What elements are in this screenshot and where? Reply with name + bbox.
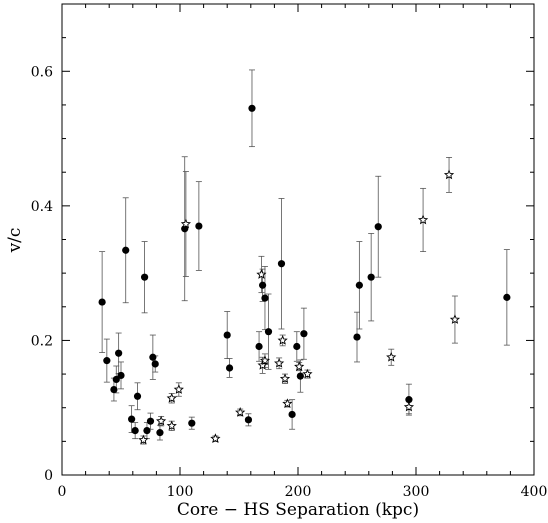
filled-circle-point: [264, 328, 273, 336]
filled-circle-point: [117, 371, 125, 380]
filled-circle-point: [151, 360, 159, 368]
open-star-point: [235, 407, 246, 417]
filled-circle-point: [223, 331, 231, 339]
filled-circle-point: [103, 357, 111, 365]
filled-circle-point: [188, 419, 196, 427]
open-star-point: [302, 368, 313, 379]
y-tick-label: 0.2: [31, 333, 53, 349]
filled-circle-point: [115, 349, 123, 357]
x-tick-label: 200: [285, 484, 312, 500]
open-star-point: [166, 420, 177, 431]
data-markers: [98, 104, 511, 445]
filled-circle-point: [143, 426, 151, 435]
open-star-point: [256, 269, 267, 279]
y-tick-label: 0.6: [31, 64, 53, 80]
filled-circle-point: [405, 396, 413, 404]
filled-circle-point: [128, 415, 136, 423]
filled-circle-point: [146, 417, 155, 425]
y-tick-label: 0: [44, 468, 53, 484]
filled-circle-point: [293, 342, 301, 351]
open-star-point: [166, 392, 177, 403]
axis-ticks: [61, 3, 535, 476]
filled-circle-point: [112, 375, 120, 384]
x-tick-label: 100: [167, 484, 194, 500]
filled-circle-point: [288, 410, 296, 419]
filled-circle-point: [195, 222, 203, 230]
filled-circle-point: [149, 353, 157, 361]
filled-circle-point: [133, 392, 142, 400]
filled-circle-point: [225, 364, 234, 372]
open-star-point: [282, 398, 293, 409]
open-star-point: [173, 384, 184, 394]
y-tick-label: 0.4: [31, 199, 53, 215]
axis-tick-labels: 0 100 200 300 400 0 0.2 0.4 0.6: [31, 64, 548, 500]
open-star-point: [386, 351, 397, 362]
open-star-point: [279, 373, 291, 384]
plot-frame: [61, 3, 535, 476]
open-star-point: [180, 218, 191, 229]
filled-circle-point: [374, 223, 382, 231]
filled-circle-point: [248, 104, 256, 112]
error-bars: [99, 69, 510, 445]
open-star-point: [277, 335, 288, 345]
filled-circle-point: [300, 330, 308, 338]
open-star-point: [443, 169, 455, 180]
x-axis-label: Core − HS Separation (kpc): [177, 500, 419, 520]
open-star-point: [274, 357, 285, 368]
filled-circle-point: [296, 372, 304, 380]
x-tick-label: 400: [521, 484, 548, 500]
filled-circle-point: [122, 246, 130, 254]
x-tick-label: 300: [403, 484, 430, 500]
filled-circle-point: [367, 273, 375, 281]
filled-circle-point: [353, 333, 361, 341]
filled-circle-point: [503, 293, 511, 301]
filled-circle-point: [244, 416, 253, 424]
open-star-point: [138, 434, 149, 445]
filled-circle-point: [181, 225, 189, 233]
filled-circle-point: [259, 281, 267, 289]
open-star-point: [403, 401, 415, 412]
filled-circle-point: [261, 294, 269, 302]
filled-circle-point: [141, 273, 149, 281]
x-tick-label: 0: [58, 484, 67, 500]
filled-circle-point: [355, 281, 363, 289]
open-star-point: [210, 433, 221, 443]
open-star-point: [257, 359, 268, 370]
filled-circle-point: [98, 298, 106, 306]
filled-circle-point: [255, 342, 263, 351]
filled-circle-point: [277, 260, 286, 268]
filled-circle-point: [110, 385, 118, 394]
open-star-point: [417, 214, 429, 225]
filled-circle-point: [131, 426, 139, 435]
y-axis-label: v/c: [5, 228, 25, 254]
open-star-point: [449, 314, 461, 324]
filled-circle-point: [156, 429, 164, 437]
open-star-point: [259, 355, 271, 365]
open-star-point: [156, 415, 167, 426]
open-star-point: [294, 361, 305, 372]
